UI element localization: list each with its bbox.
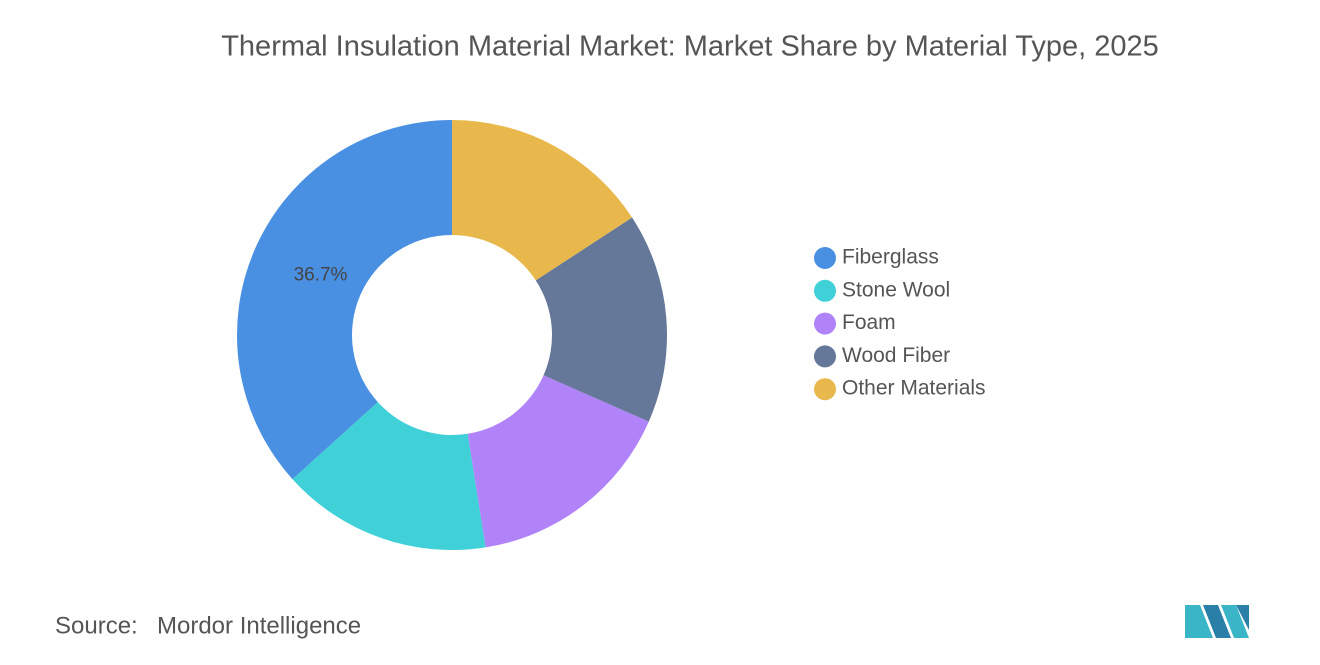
source-label: Source: <box>55 612 138 639</box>
legend-label: Stone Wool <box>842 278 950 301</box>
donut-slice <box>237 120 452 480</box>
donut-slice <box>452 120 633 281</box>
legend-label: Other Materials <box>842 377 986 400</box>
logo <box>1185 605 1249 638</box>
legend-label: Fiberglass <box>842 246 939 269</box>
legend-marker <box>814 247 836 269</box>
chart-title: Thermal Insulation Material Market: Mark… <box>221 31 1159 63</box>
donut-slice <box>292 402 486 550</box>
donut-slice <box>535 217 667 422</box>
legend-marker <box>814 312 836 335</box>
legend-label: Foam <box>842 311 896 334</box>
legend-marker <box>814 378 836 401</box>
donut-slice <box>467 375 649 548</box>
legend-label: Wood Fiber <box>842 344 950 367</box>
legend-marker <box>814 279 836 302</box>
data-label: 36.7% <box>294 264 348 285</box>
source: Mordor Intelligence <box>157 612 361 639</box>
legend-marker <box>814 345 836 368</box>
